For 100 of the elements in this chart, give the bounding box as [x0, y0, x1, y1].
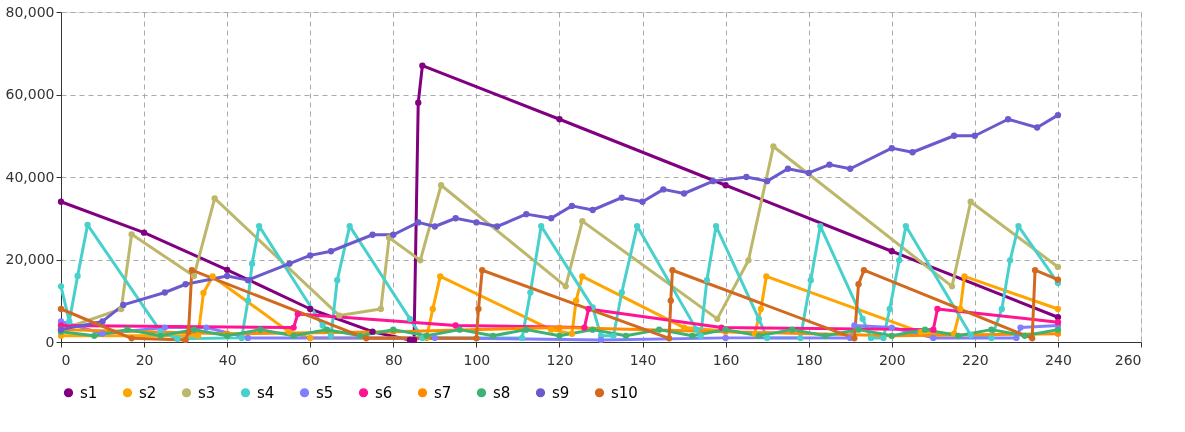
point — [431, 334, 439, 342]
point — [1029, 335, 1036, 342]
point — [415, 219, 422, 226]
point — [290, 324, 297, 331]
point — [415, 99, 422, 106]
point — [888, 324, 895, 331]
point — [998, 305, 1006, 313]
point — [334, 276, 341, 284]
point — [568, 330, 576, 337]
point — [618, 289, 625, 296]
point — [633, 222, 641, 230]
point — [429, 305, 436, 313]
legend-label: s4 — [257, 383, 275, 402]
y-tick-label: 60,000 — [5, 86, 55, 102]
point — [182, 281, 189, 288]
point — [211, 195, 218, 202]
point — [581, 324, 588, 331]
point — [244, 297, 252, 304]
point — [255, 222, 263, 230]
point — [1054, 326, 1062, 333]
point — [556, 332, 563, 339]
point — [967, 198, 974, 205]
point — [356, 332, 364, 339]
point — [709, 177, 717, 185]
point — [805, 169, 812, 177]
point — [57, 283, 65, 290]
legend-label: s9 — [552, 383, 570, 402]
point — [369, 328, 376, 335]
point — [244, 334, 252, 342]
point — [757, 305, 765, 313]
x-tick-label: 20 — [135, 351, 154, 368]
point — [1054, 111, 1062, 119]
point — [851, 335, 858, 342]
point — [579, 273, 586, 280]
point — [1033, 124, 1041, 131]
point — [124, 326, 131, 333]
point — [185, 328, 192, 336]
point — [896, 257, 903, 264]
point — [988, 326, 995, 333]
point — [190, 326, 198, 333]
point — [851, 322, 858, 329]
point — [286, 328, 293, 336]
point — [523, 210, 530, 218]
point — [452, 215, 459, 222]
legend-label: s1 — [80, 383, 98, 402]
point — [66, 318, 73, 325]
point — [547, 215, 555, 222]
point — [307, 305, 314, 313]
y-tick-label: 40,000 — [5, 168, 55, 185]
point — [190, 272, 198, 280]
point — [957, 305, 964, 313]
point — [1017, 324, 1024, 331]
point — [955, 332, 962, 339]
point — [182, 336, 189, 344]
point — [763, 273, 770, 280]
point — [930, 326, 937, 333]
point — [128, 231, 135, 238]
point — [307, 334, 314, 342]
legend-label: s2 — [139, 383, 157, 402]
point — [1015, 222, 1022, 230]
point — [319, 322, 326, 329]
point — [988, 334, 995, 342]
point — [639, 198, 646, 205]
point — [689, 332, 696, 339]
point — [665, 335, 673, 342]
legend-label: s7 — [434, 383, 452, 402]
point — [797, 334, 804, 342]
point — [431, 223, 439, 230]
point — [1054, 305, 1062, 313]
x-tick-label: 0 — [61, 351, 71, 368]
point — [568, 202, 576, 210]
point — [200, 289, 207, 297]
legend-label: s5 — [316, 383, 334, 402]
point — [307, 252, 314, 259]
point — [323, 326, 331, 333]
point — [763, 177, 771, 185]
point — [518, 334, 526, 342]
point — [1054, 276, 1062, 283]
point — [743, 173, 750, 181]
point — [174, 335, 181, 342]
point — [547, 326, 555, 333]
point — [99, 330, 106, 337]
point — [745, 257, 752, 264]
point — [209, 273, 216, 280]
point — [452, 322, 459, 329]
point — [585, 305, 592, 313]
point — [244, 276, 252, 284]
point — [84, 221, 91, 229]
x-tick-label: 200 — [878, 351, 906, 368]
point — [290, 332, 297, 339]
point — [855, 281, 862, 288]
point — [562, 283, 569, 290]
x-tick-label: 240 — [1045, 351, 1072, 368]
x-tick-label: 80 — [384, 351, 403, 368]
point — [286, 260, 293, 267]
point — [855, 326, 862, 333]
point — [572, 297, 580, 304]
point — [99, 318, 106, 325]
x-tick-label: 220 — [961, 351, 989, 368]
point — [714, 315, 721, 323]
